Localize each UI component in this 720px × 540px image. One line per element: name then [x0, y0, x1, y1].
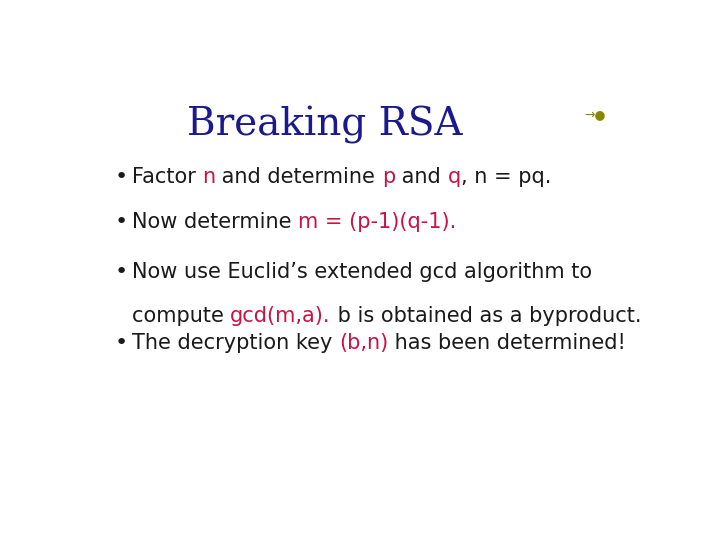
Text: b is obtained as a byproduct.: b is obtained as a byproduct. — [331, 306, 642, 326]
Text: •: • — [115, 167, 128, 187]
Text: •: • — [115, 333, 128, 353]
Text: Now use Euclid’s extended gcd algorithm to: Now use Euclid’s extended gcd algorithm … — [132, 262, 592, 282]
Text: m = (p-1)(q-1).: m = (p-1)(q-1). — [298, 212, 456, 232]
Text: Factor: Factor — [132, 167, 202, 187]
Text: and: and — [395, 167, 448, 187]
Text: and determine: and determine — [215, 167, 382, 187]
Text: (b,n): (b,n) — [339, 333, 388, 353]
Text: •: • — [115, 212, 128, 232]
Text: The decryption key: The decryption key — [132, 333, 339, 353]
Text: •: • — [115, 262, 128, 282]
Text: p: p — [382, 167, 395, 187]
Text: n: n — [202, 167, 215, 187]
Text: q: q — [448, 167, 461, 187]
Text: , n = pq.: , n = pq. — [461, 167, 552, 187]
Text: compute: compute — [132, 306, 230, 326]
Text: gcd(m,a).: gcd(m,a). — [230, 306, 331, 326]
Text: Breaking RSA: Breaking RSA — [186, 106, 462, 144]
Text: Now determine: Now determine — [132, 212, 298, 232]
Text: →●: →● — [584, 109, 606, 122]
Text: has been determined!: has been determined! — [388, 333, 626, 353]
